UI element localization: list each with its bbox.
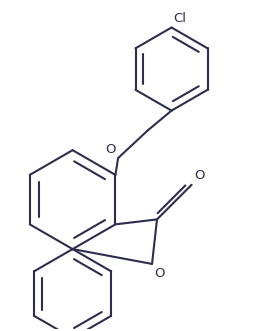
Text: O: O [195,169,205,182]
Text: Cl: Cl [174,12,187,24]
Text: O: O [154,267,165,280]
Text: O: O [106,143,116,156]
